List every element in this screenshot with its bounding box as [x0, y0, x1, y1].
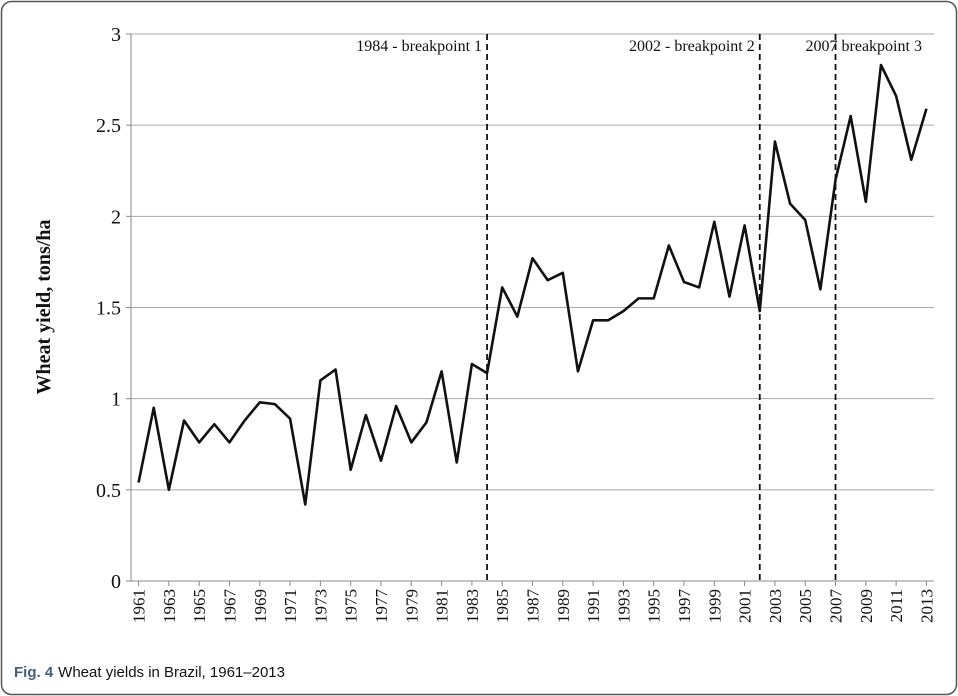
x-tick-label: 1995: [645, 589, 664, 623]
x-tick-label: 1981: [433, 589, 452, 623]
caption: Fig. 4 Wheat yields in Brazil, 1961–2013: [14, 664, 285, 681]
x-tick-label: 2001: [736, 589, 755, 623]
x-tick-label: 2011: [887, 589, 906, 622]
y-tick-label: 0.5: [96, 480, 121, 502]
x-tick-label: 1989: [554, 589, 573, 623]
x-tick-label: 1967: [220, 589, 239, 624]
x-tick-label: 1961: [130, 589, 149, 623]
x-tick-label: 1971: [281, 589, 300, 623]
x-tick-label: 2009: [857, 589, 876, 623]
y-tick-label: 1.5: [96, 298, 121, 320]
breakpoint-label: 1984 - breakpoint 1: [356, 38, 482, 55]
y-tick-label: 2.5: [96, 115, 121, 137]
y-tick-label: 1: [111, 389, 121, 411]
x-tick-label: 1965: [190, 589, 209, 623]
x-tick-label: 2003: [766, 589, 785, 623]
x-tick-label: 1979: [402, 589, 421, 623]
breakpoint-label: 2007 breakpoint 3: [806, 38, 922, 55]
x-tick-label: 1991: [584, 589, 603, 623]
x-tick-label: 1985: [493, 589, 512, 623]
y-axis-label: Wheat yield, tons/ha: [33, 219, 55, 394]
breakpoint-label: 2002 - breakpoint 2: [629, 38, 755, 55]
x-tick-label: 1993: [614, 589, 633, 623]
x-tick-label: 2005: [796, 589, 815, 623]
x-tick-label: 1963: [160, 589, 179, 623]
x-tick-label: 1987: [524, 589, 543, 624]
x-tick-label: 2007: [827, 589, 846, 624]
x-tick-label: 1969: [251, 589, 270, 623]
x-tick-label: 2013: [917, 589, 936, 623]
y-tick-label: 2: [111, 206, 121, 228]
data-line: [137, 63, 928, 506]
x-tick-label: 1997: [675, 589, 694, 624]
x-tick-label: 1983: [463, 589, 482, 623]
y-tick-label: 0: [111, 571, 121, 593]
x-tick-label: 1973: [311, 589, 330, 623]
caption-label: Fig. 4: [14, 664, 54, 681]
y-tick-label: 3: [111, 24, 121, 46]
caption-text: Wheat yields in Brazil, 1961–2013: [58, 664, 285, 681]
x-tick-label: 1999: [705, 589, 724, 623]
x-tick-label: 1975: [342, 589, 361, 623]
x-tick-label: 1977: [372, 589, 391, 624]
